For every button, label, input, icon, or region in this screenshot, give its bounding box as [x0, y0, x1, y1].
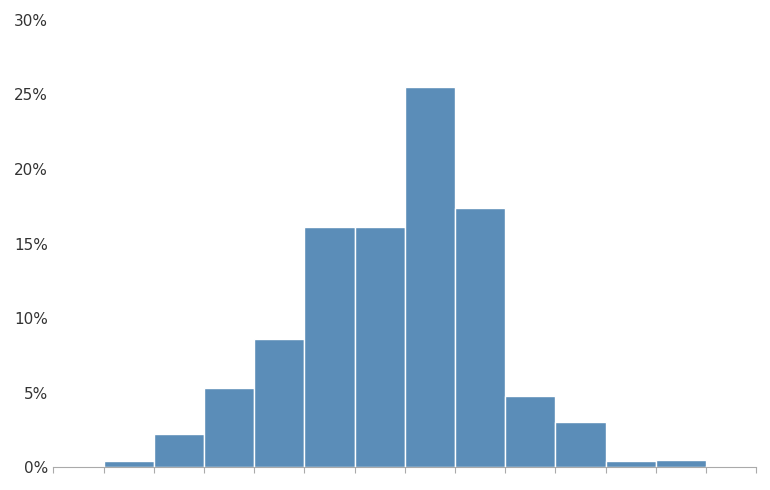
Bar: [304, 227, 355, 467]
Bar: [706, 466, 756, 467]
Bar: [455, 208, 505, 467]
Bar: [656, 460, 706, 467]
Bar: [405, 87, 455, 467]
Bar: [505, 395, 555, 467]
Bar: [555, 422, 605, 467]
Bar: [605, 461, 656, 467]
Bar: [254, 339, 304, 467]
Bar: [53, 466, 104, 467]
Bar: [204, 388, 254, 467]
Bar: [355, 227, 405, 467]
Bar: [104, 461, 154, 467]
Bar: [154, 434, 204, 467]
